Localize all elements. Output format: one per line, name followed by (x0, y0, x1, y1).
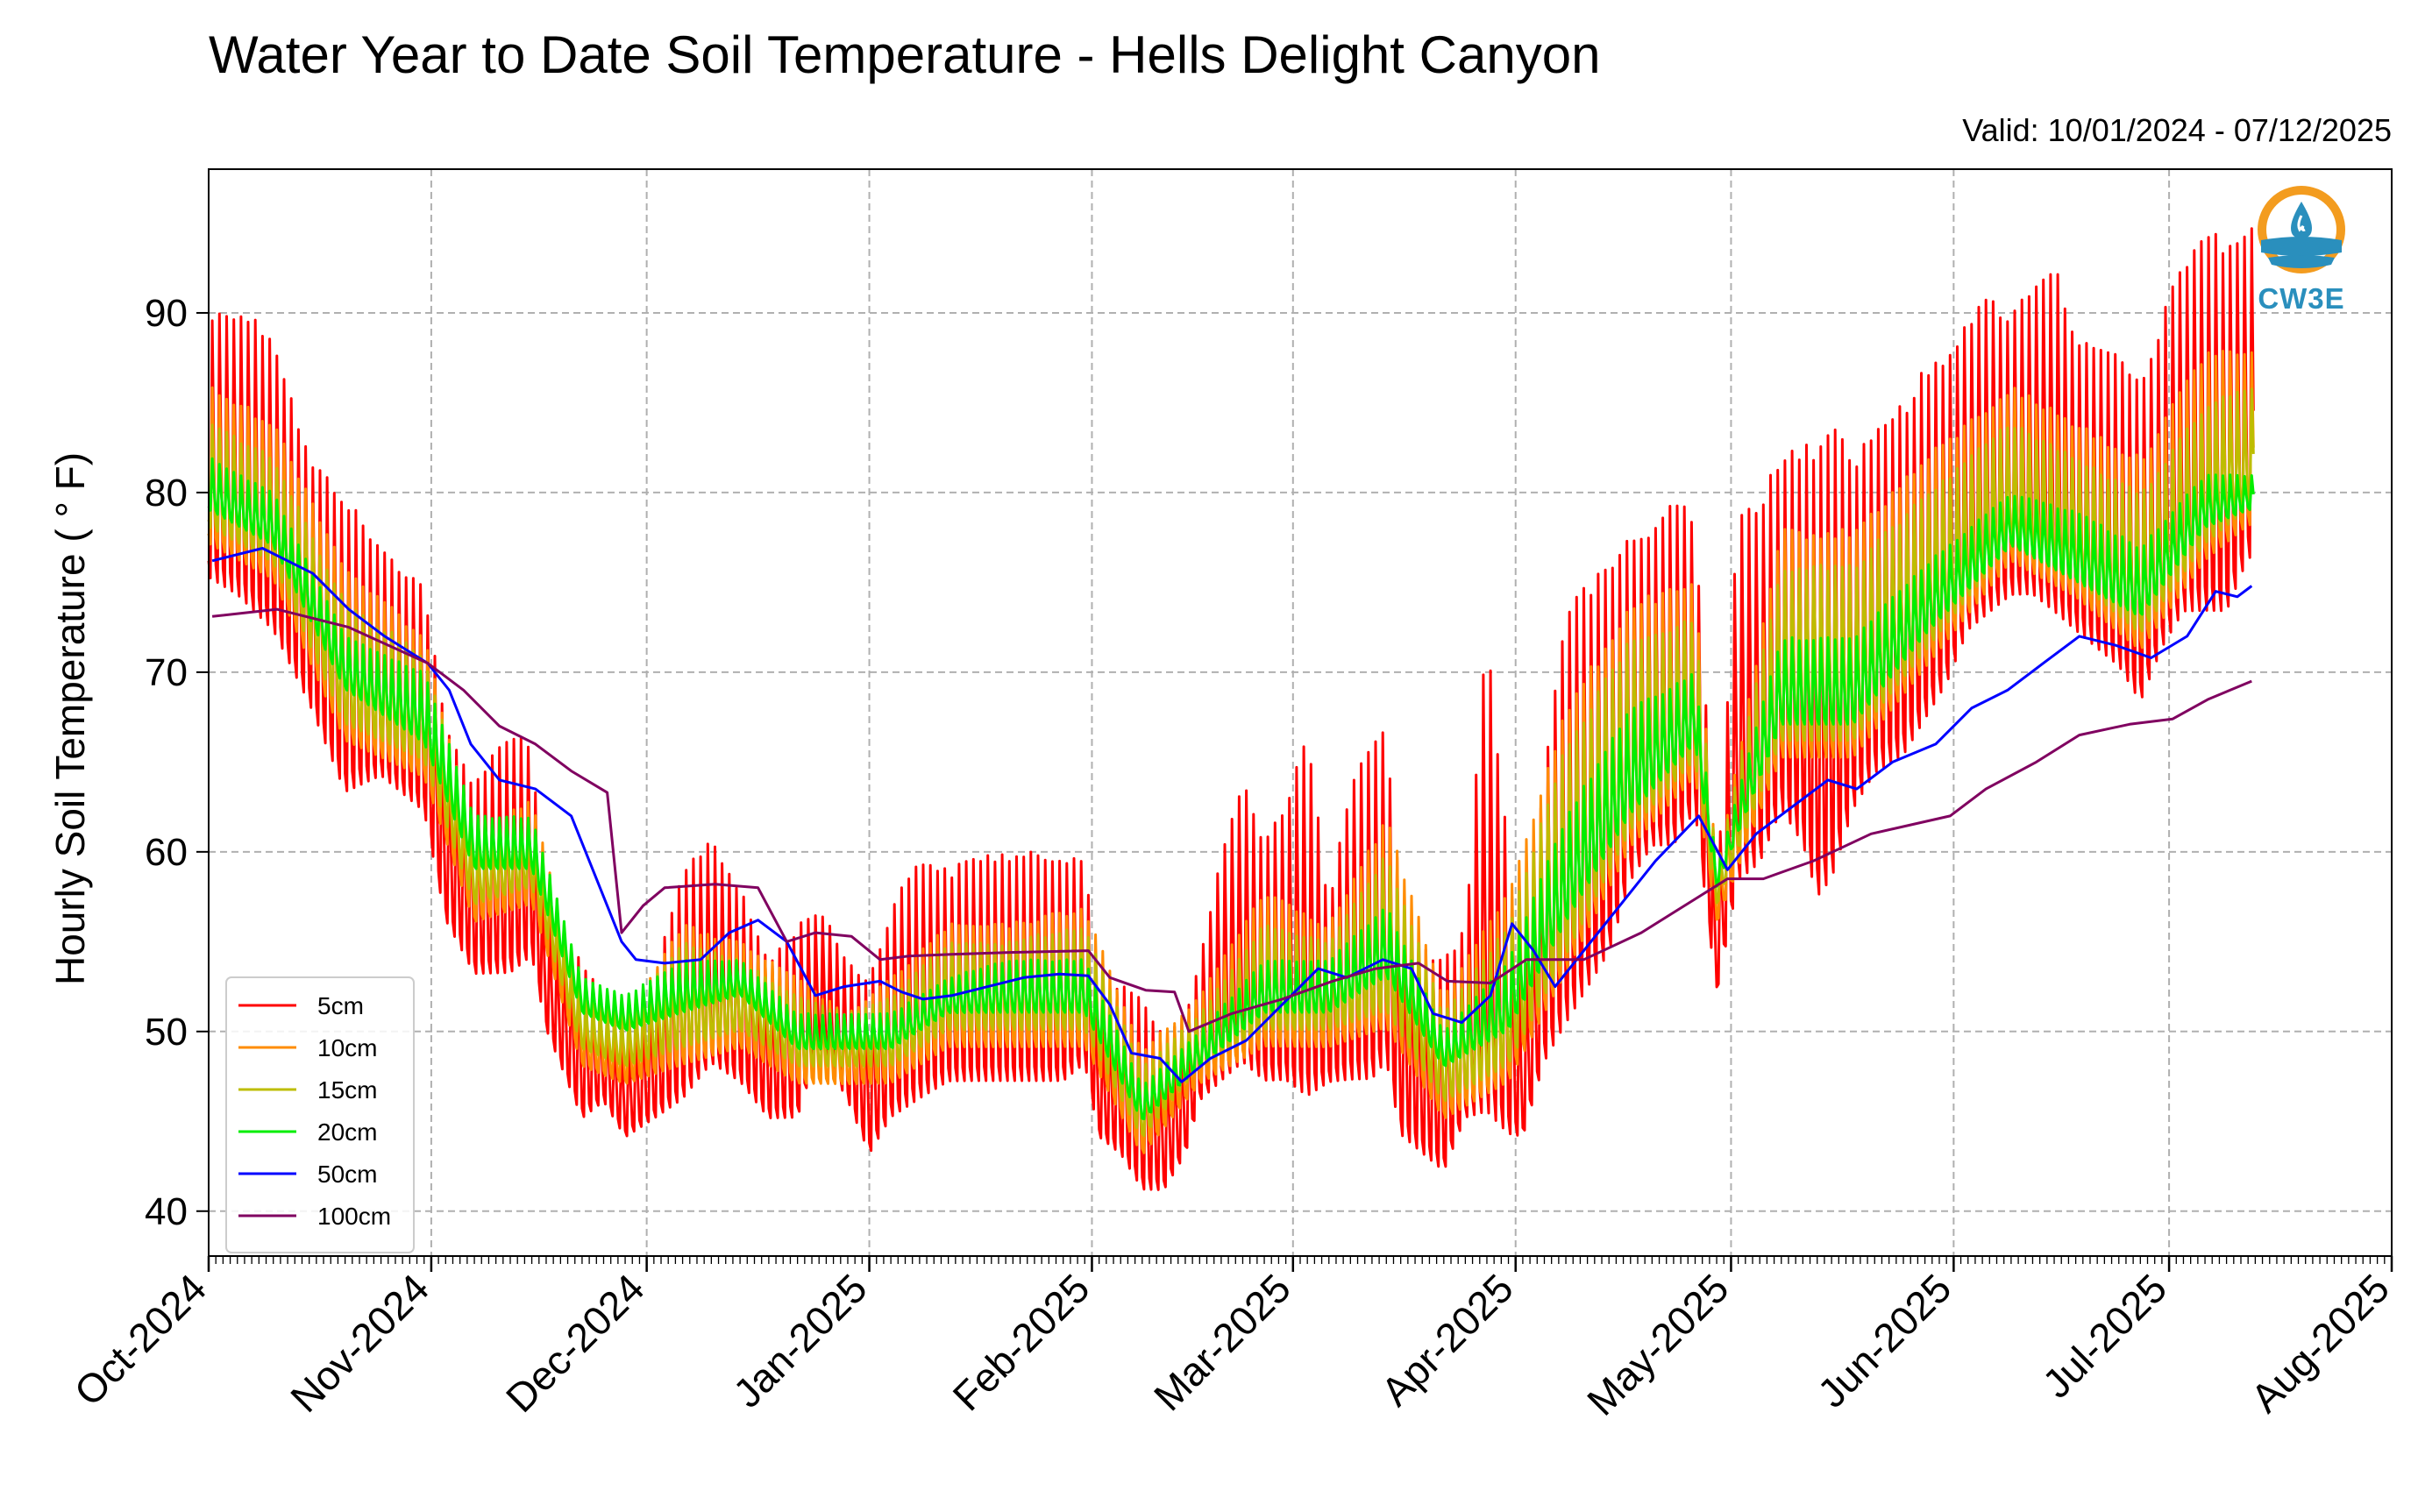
x-tick-label: Mar-2025 (1145, 1265, 1299, 1419)
legend-label-5cm: 5cm (317, 992, 364, 1019)
water-drop-sun-icon (2258, 186, 2345, 273)
legend-label-100cm: 100cm (317, 1203, 391, 1230)
chart-title: Water Year to Date Soil Temperature - He… (209, 25, 1601, 84)
y-tick-label: 60 (145, 831, 188, 874)
series-line-20cm (207, 457, 2255, 1120)
x-tick-label: Feb-2025 (944, 1265, 1099, 1419)
logo-text: CW3E (2258, 282, 2345, 315)
cw3e-logo: CW3E (2249, 184, 2354, 316)
series-line-50cm (211, 547, 2253, 1083)
legend-label-15cm: 15cm (317, 1076, 377, 1104)
y-tick-label: 80 (145, 472, 188, 515)
y-tick-label: 50 (145, 1011, 188, 1054)
y-tick-label: 90 (145, 292, 188, 335)
legend-label-20cm: 20cm (317, 1118, 377, 1146)
series-lines (207, 227, 2255, 1191)
y-tick-label: 40 (145, 1190, 188, 1233)
series-line-100cm (211, 607, 2252, 1033)
x-tick-label: Apr-2025 (1372, 1265, 1522, 1415)
x-tick-label: Jan-2025 (724, 1265, 875, 1416)
legend-label-50cm: 50cm (317, 1161, 377, 1188)
x-tick-label: Jun-2025 (1809, 1265, 1959, 1416)
x-tick-label: Dec-2024 (497, 1265, 653, 1421)
x-tick-label: May-2025 (1578, 1265, 1737, 1423)
x-tick-label: Nov-2024 (281, 1265, 437, 1421)
legend: 5cm 10cm 15cm 20cm 50cm 100cm (225, 976, 415, 1253)
y-tick-label: 70 (145, 651, 188, 694)
valid-date-range: Valid: 10/01/2024 - 07/12/2025 (1962, 112, 2392, 148)
x-tick-label: Oct-2024 (66, 1265, 216, 1415)
legend-label-10cm: 10cm (317, 1034, 377, 1061)
x-tick-label: Aug-2025 (2242, 1265, 2398, 1421)
x-tick-label: Jul-2025 (2034, 1265, 2176, 1407)
